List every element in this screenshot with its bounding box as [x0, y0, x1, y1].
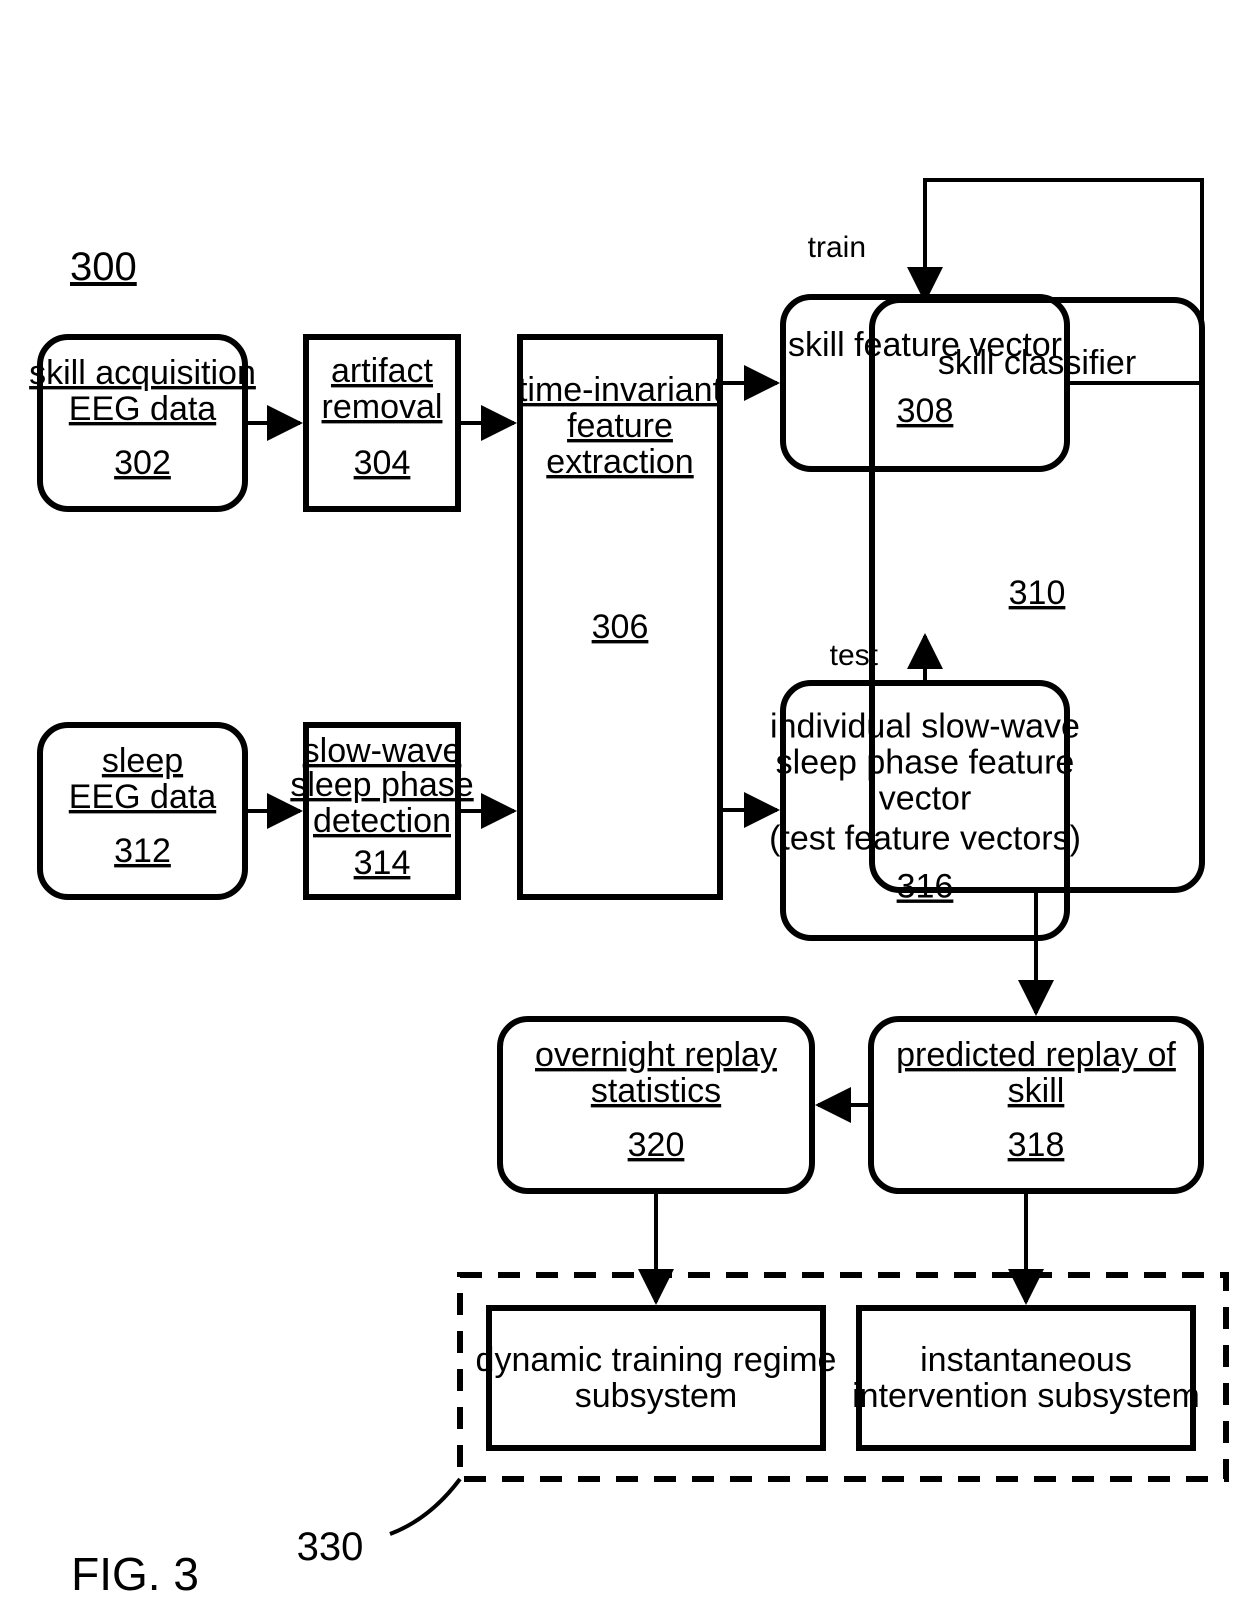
node-n318-label: 318 — [1008, 1126, 1065, 1164]
diagram-canvas: 300skill classifier310skill acquisitionE… — [0, 0, 1240, 1619]
node-n316-label: vector — [879, 779, 972, 817]
node-sub_left: dynamic training regimesubsystem — [476, 1308, 837, 1448]
edge-label-test: test — [830, 639, 879, 672]
node-n306-label: 306 — [592, 608, 649, 646]
node-n312-label: EEG data — [69, 778, 217, 816]
node-n306-label: time-invariant — [518, 371, 723, 409]
node-n320: overnight replaystatistics 320 — [500, 1019, 812, 1191]
node-n306: time-invariantfeatureextraction 306 — [518, 337, 723, 897]
node-n318-label: skill — [1008, 1072, 1065, 1110]
node-n320-label: overnight replay — [535, 1036, 777, 1074]
node-n306-label: feature — [567, 407, 673, 445]
node-n314: slow-wavesleep phasedetection 314 — [290, 725, 473, 897]
node-n316-label: (test feature vectors) — [769, 819, 1081, 857]
node-n302-label: skill acquisition — [29, 354, 256, 392]
node-n316-label: individual slow-wave — [770, 707, 1080, 745]
node-n318-label: predicted replay of — [896, 1036, 1176, 1074]
node-n310-label: 310 — [1009, 574, 1066, 612]
node-n304-label: removal — [322, 388, 443, 426]
node-n320-label: 320 — [628, 1126, 685, 1164]
node-n312-label: sleep — [102, 742, 183, 780]
node-n314-label: sleep phase — [290, 766, 473, 804]
node-n316-label: sleep phase feature — [776, 743, 1075, 781]
node-sub_right-label: intervention subsystem — [852, 1377, 1200, 1415]
node-n316-label: 316 — [897, 867, 954, 905]
node-n312-label: 312 — [114, 832, 171, 870]
figure-label: FIG. 3 — [71, 1548, 199, 1600]
node-n304-label: 304 — [354, 444, 411, 482]
dashed-group-leader — [390, 1479, 460, 1534]
node-sub_right-label: instantaneous — [920, 1341, 1132, 1379]
node-n308-label: 308 — [897, 392, 954, 430]
node-n320-label: statistics — [591, 1072, 721, 1110]
diagram-id: 300 — [70, 245, 137, 289]
dashed-group-id: 330 — [297, 1525, 364, 1569]
node-n318: predicted replay ofskill 318 — [871, 1019, 1201, 1191]
node-n312: sleepEEG data 312 — [40, 725, 245, 897]
node-n308-label: skill feature vector — [788, 326, 1062, 364]
node-sub_left-label: dynamic training regime — [476, 1341, 837, 1379]
node-sub_left-label: subsystem — [575, 1377, 738, 1415]
edge-label-train: train — [808, 231, 866, 264]
node-n314-label: 314 — [354, 844, 411, 882]
node-n314-label: slow-wave — [303, 732, 462, 770]
node-n302-label: EEG data — [69, 390, 217, 428]
node-n314-label: detection — [313, 802, 451, 840]
node-n304: artifactremoval 304 — [306, 337, 458, 509]
node-n302: skill acquisitionEEG data 302 — [29, 337, 256, 509]
node-n302-label: 302 — [114, 444, 171, 482]
node-sub_right: instantaneousintervention subsystem — [852, 1308, 1200, 1448]
node-n306-label: extraction — [546, 443, 693, 481]
node-n304-label: artifact — [331, 352, 434, 390]
